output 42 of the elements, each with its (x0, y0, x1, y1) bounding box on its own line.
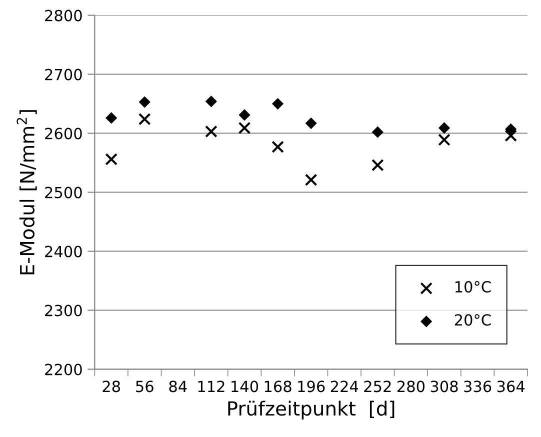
point (272, 140, 284, 154)
point (138, 96, 150, 108)
y-tick-label: 2400 (45, 246, 82, 258)
legend-label: 10°C (456, 281, 491, 293)
x-tick-label: 280 (397, 380, 425, 392)
x-tick-label: 28 (102, 380, 120, 392)
point (106, 112, 118, 124)
y-tick-label: 2700 (45, 68, 82, 80)
y-tick-label: 2300 (45, 304, 82, 316)
x-tick-label: 224 (330, 380, 358, 392)
point (272, 98, 284, 110)
y-tick-label: 2600 (45, 128, 82, 140)
x-tick-label: 140 (232, 380, 258, 392)
point (438, 122, 450, 134)
point (372, 126, 384, 138)
y-axis-title: E-Modul [N/mm$^{2}$] (16, 110, 37, 274)
x-tick-label: 196 (298, 380, 325, 392)
x-tick-label: 56 (136, 380, 154, 392)
point (205, 125, 218, 138)
x-axis-title: Prüfzeitpunkt [d] (228, 400, 394, 420)
point (305, 117, 317, 130)
point (505, 123, 517, 135)
y-tick-label: 2500 (45, 186, 82, 198)
x-tick-label: 168 (264, 380, 292, 392)
x-tick-label: 112 (198, 380, 224, 392)
point (138, 112, 151, 126)
x-tick-label: 336 (464, 380, 492, 392)
y-tick-label: 2800 (45, 10, 82, 22)
point (304, 174, 318, 186)
point (504, 129, 518, 142)
y-tick-label: 2200 (45, 364, 82, 376)
point (205, 96, 218, 108)
legend-label: 20°C (454, 314, 491, 326)
x-tick-label: 364 (497, 380, 525, 392)
point (238, 109, 250, 121)
point (438, 134, 450, 146)
point (371, 158, 384, 172)
x-tick-label: 252 (364, 380, 391, 392)
x-tick-label: 308 (430, 380, 458, 392)
point (238, 122, 251, 134)
x-tick-label: 84 (169, 380, 187, 392)
point (105, 153, 118, 166)
